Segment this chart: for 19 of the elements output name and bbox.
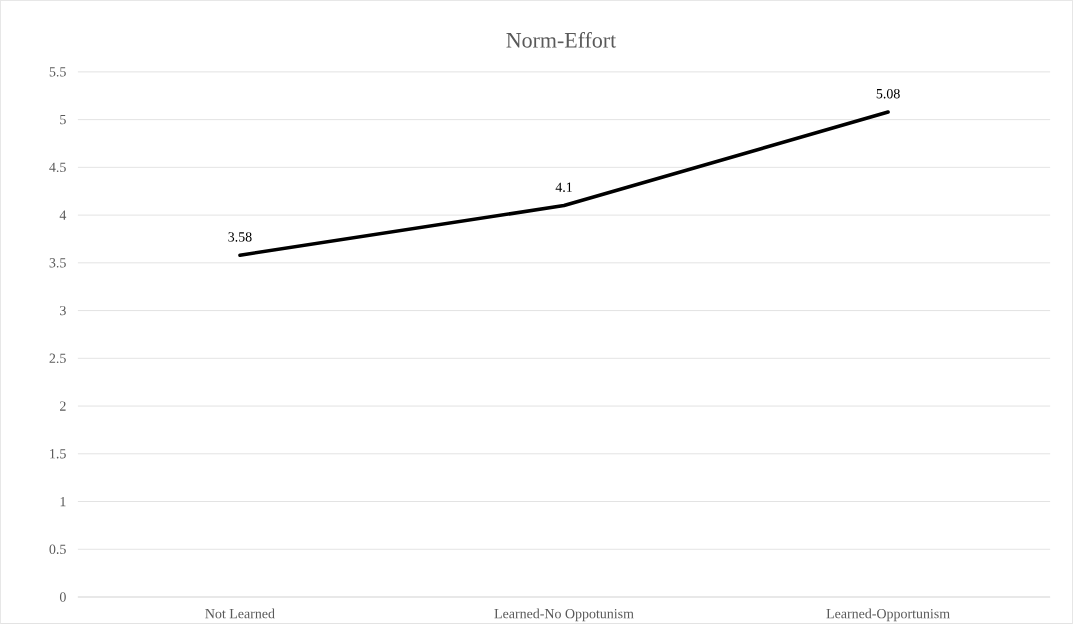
data-label: 4.1 (555, 182, 572, 193)
y-tick-label: 1 (60, 497, 66, 507)
y-tick-label: 2 (60, 401, 66, 411)
x-tick-label: Not Learned (205, 608, 275, 619)
y-tick-label: 2.5 (49, 353, 66, 364)
y-tick-label: 0 (59, 592, 66, 602)
y-tick-label: 1.5 (50, 449, 66, 459)
data-label: 5.08 (876, 89, 900, 99)
data-label: 3.58 (228, 232, 252, 242)
y-tick-label: 5.5 (49, 67, 66, 77)
x-tick-label: Learned-No Oppotunism (494, 608, 634, 622)
y-tick-label: 3 (60, 306, 66, 316)
y-tick-label: 3.5 (49, 258, 66, 268)
y-tick-label: 5 (60, 115, 66, 125)
y-tick-label: 4.5 (49, 162, 66, 173)
chart-title: Norm-Effort (506, 32, 617, 48)
y-tick-label: 4 (59, 210, 67, 220)
y-tick-label: 0.5 (49, 544, 66, 555)
x-tick-label: Learned-Opportunism (826, 608, 950, 622)
